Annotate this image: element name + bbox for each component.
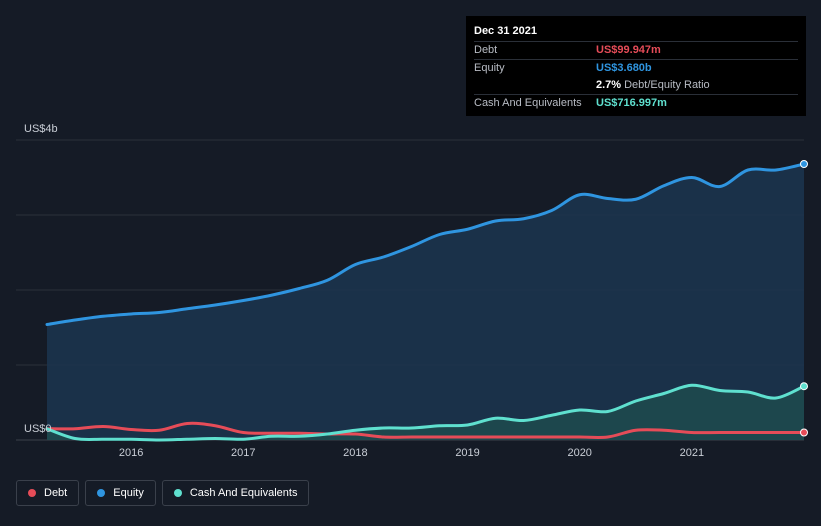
end-marker-equity [800,160,808,168]
tooltip-equity-value: US$3.680b [596,62,652,74]
line-cash [45,383,806,442]
end-marker-debt [800,428,808,437]
tooltip-row-equity: Equity US$3.680b [474,59,798,77]
tooltip-date: Dec 31 2021 [474,25,537,37]
x-tick-label: 2018 [343,447,367,459]
line-equity [45,162,806,326]
tooltip-debt-value: US$99.947m [596,44,661,56]
legend-dot-equity [97,489,106,497]
area-equity [47,164,804,440]
tooltip-cash-value: US$716.997m [596,97,667,109]
x-tick-label: 2021 [680,447,704,459]
x-tick-label: 2020 [567,447,591,459]
chart-legend: Debt Equity Cash And Equivalents [16,480,310,506]
series-areas [47,164,804,440]
end-marker-cash [800,382,808,391]
tooltip-equity-label: Equity [474,62,505,74]
legend-dot-debt [28,489,36,497]
tooltip-ratio-label: Debt/Equity Ratio [624,79,710,91]
y-axis-top-label: US$4b [24,123,58,135]
legend-item-debt[interactable]: Debt [16,480,80,506]
tooltip-row-cash: Cash And Equivalents US$716.997m [474,94,798,112]
tooltip-debt-label: Debt [474,44,498,56]
series-lines [45,162,806,442]
legend-label-debt: Debt [44,487,68,499]
legend-dot-cash [173,489,182,497]
line-debt [45,421,806,439]
legend-label-equity: Equity [113,487,144,499]
tooltip-cash-label: Cash And Equivalents [474,97,582,109]
end-markers [800,160,808,437]
tooltip-row-debt: Debt US$99.947m [474,41,798,59]
tooltip-row-ratio: 2.7% Debt/Equity Ratio [474,77,798,94]
x-tick-label: 2016 [119,447,143,459]
x-tick-label: 2019 [455,447,479,459]
x-axis-ticks: 2016 2017 2018 2019 2020 2021 [119,447,704,459]
legend-item-equity[interactable]: Equity [85,480,156,506]
area-cash [47,385,804,440]
x-tick-label: 2017 [231,447,255,459]
legend-item-cash[interactable]: Cash And Equivalents [161,480,310,506]
data-tooltip: Dec 31 2021 Debt US$99.947m Equity US$3.… [466,16,806,116]
legend-label-cash: Cash And Equivalents [189,487,298,499]
y-axis-bottom-label: US$0 [24,423,52,435]
tooltip-ratio-value: 2.7% [596,79,622,91]
